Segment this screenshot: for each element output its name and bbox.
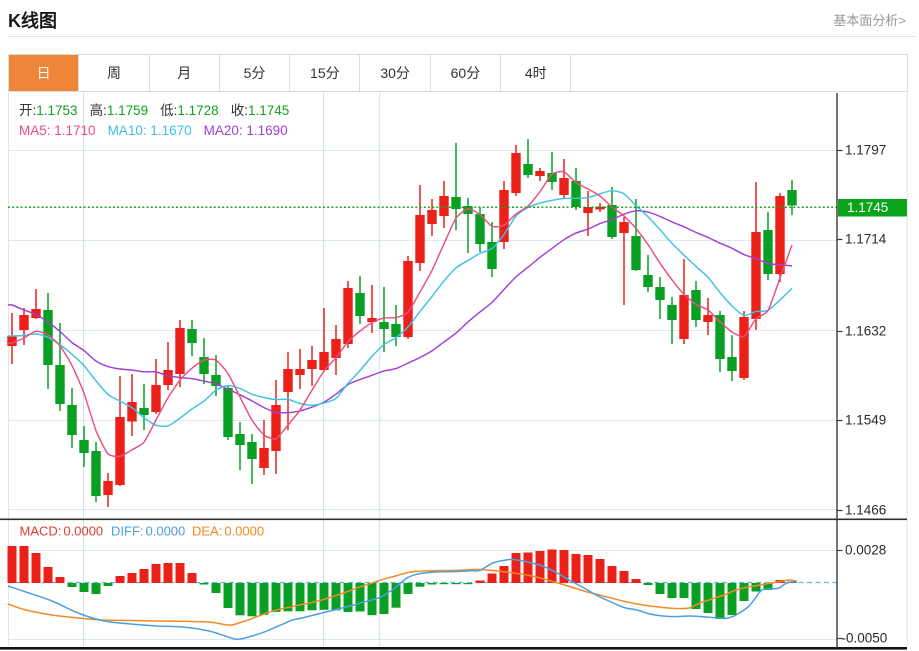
svg-text:1.1797: 1.1797: [845, 143, 886, 158]
svg-text:1.1466: 1.1466: [845, 503, 886, 518]
svg-text:0.0028: 0.0028: [845, 543, 886, 558]
svg-text:1.1745: 1.1745: [847, 200, 888, 215]
svg-text:DIFF:0.0000: DIFF: 0.0000: [111, 524, 185, 539]
svg-text:1.1714: 1.1714: [845, 232, 887, 247]
svg-text:MACD:0.0000: MACD: 0.0000: [20, 524, 104, 539]
svg-text:DEA:0.0000: DEA: 0.0000: [192, 524, 264, 539]
svg-text:1.1549: 1.1549: [845, 413, 886, 428]
svg-text:1.1632: 1.1632: [845, 324, 886, 339]
svg-text:-0.0050: -0.0050: [842, 631, 888, 646]
